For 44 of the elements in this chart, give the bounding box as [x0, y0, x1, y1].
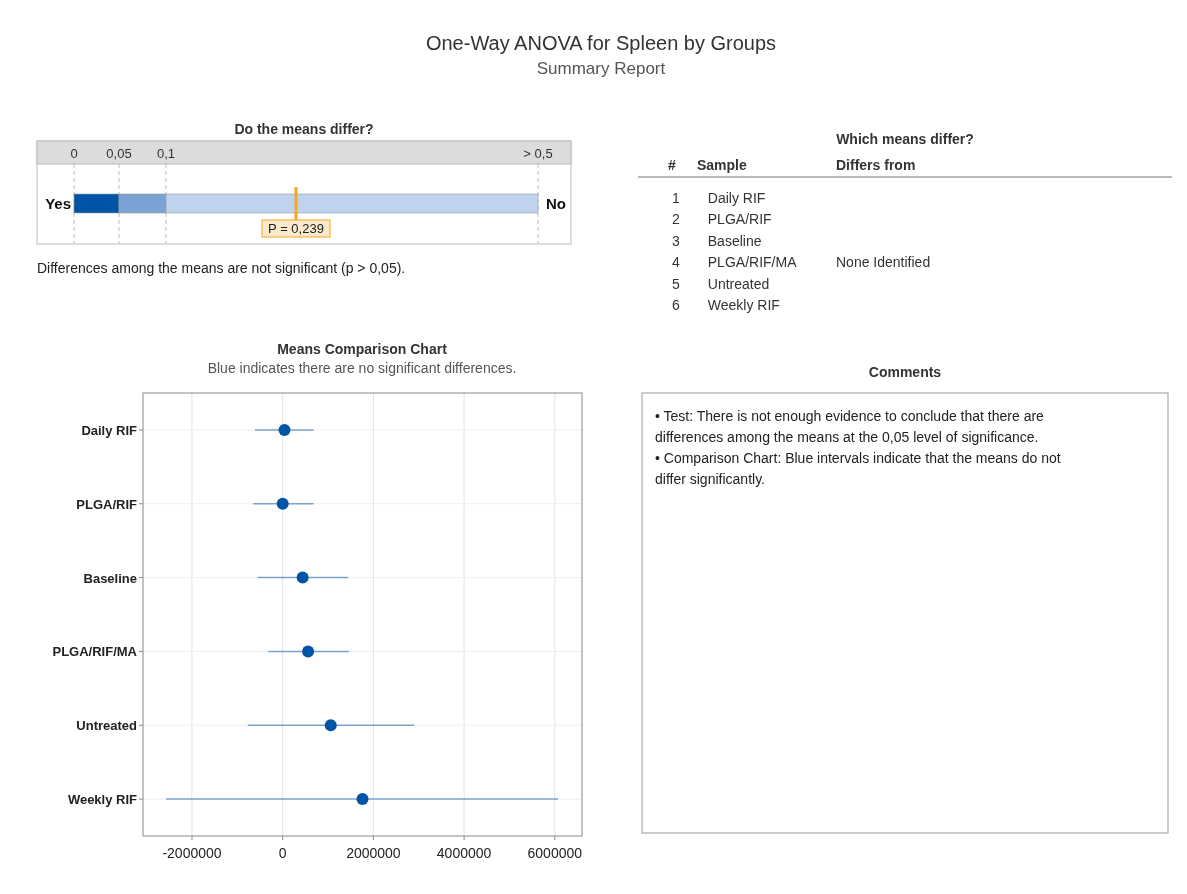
y-tick-label: Untreated — [76, 718, 138, 734]
text: 0 — [70, 146, 78, 161]
text: > 0,5 — [523, 146, 553, 161]
text: 0,1 — [156, 146, 176, 161]
x-tick-label: 0 — [278, 845, 287, 861]
text: Differences among the means are not significant (p > 0,05). — [37, 260, 406, 276]
text: Yes — [45, 195, 71, 212]
text: Do the means differ? — [234, 121, 374, 137]
point — [276, 497, 289, 510]
text: • Test: There is not enough evidence to conclude that there are differences among the means at the 0,05 level of significance. — [655, 408, 1045, 445]
point — [302, 645, 315, 658]
point — [356, 793, 369, 806]
y-tick-label: Weekly RIF — [67, 792, 138, 808]
point — [278, 423, 291, 436]
chart-title: Means Comparison Chart — [277, 341, 448, 357]
point — [324, 719, 337, 732]
text: 2 PLGA/RIF — [672, 211, 772, 228]
y-tick-label: PLGA/RIF — [76, 496, 138, 512]
x-tick-label: 6000000 — [527, 845, 583, 861]
text: Differs from — [836, 157, 916, 173]
text: # — [668, 157, 676, 173]
text: 6 Weekly RIF — [672, 297, 780, 313]
text: 1 Daily RIF — [672, 190, 766, 206]
text: 4 PLGA/RIF/MA — [672, 254, 797, 271]
y-tick-label: Baseline — [83, 570, 137, 586]
x-tick-label: 4000000 — [436, 845, 492, 861]
chart-subtitle: Blue indicates there are no significant differences. — [207, 360, 517, 376]
text: 0,05 — [106, 146, 132, 161]
text: Comments — [868, 364, 942, 380]
y-tick-label: Daily RIF — [81, 422, 138, 438]
text: None Identified — [836, 254, 931, 271]
text: P = 0,239 — [268, 221, 324, 236]
x-tick-label: -2000000 — [162, 845, 222, 861]
text: • Comparison Chart: Blue intervals indicate that the means do not differ significantly. — [655, 450, 1061, 487]
text: 5 Untreated — [672, 275, 770, 292]
text: Which means differ? — [836, 131, 974, 147]
point — [296, 571, 309, 584]
text: 3 Baseline — [672, 232, 762, 249]
y-tick-label: PLGA/RIF/MA — [52, 644, 138, 660]
text: Sample — [697, 157, 748, 173]
text: One-Way ANOVA for Spleen by Groups — [425, 32, 777, 54]
text: No — [546, 195, 566, 212]
text: Summary Report — [536, 59, 666, 78]
x-tick-label: 2000000 — [346, 845, 401, 861]
